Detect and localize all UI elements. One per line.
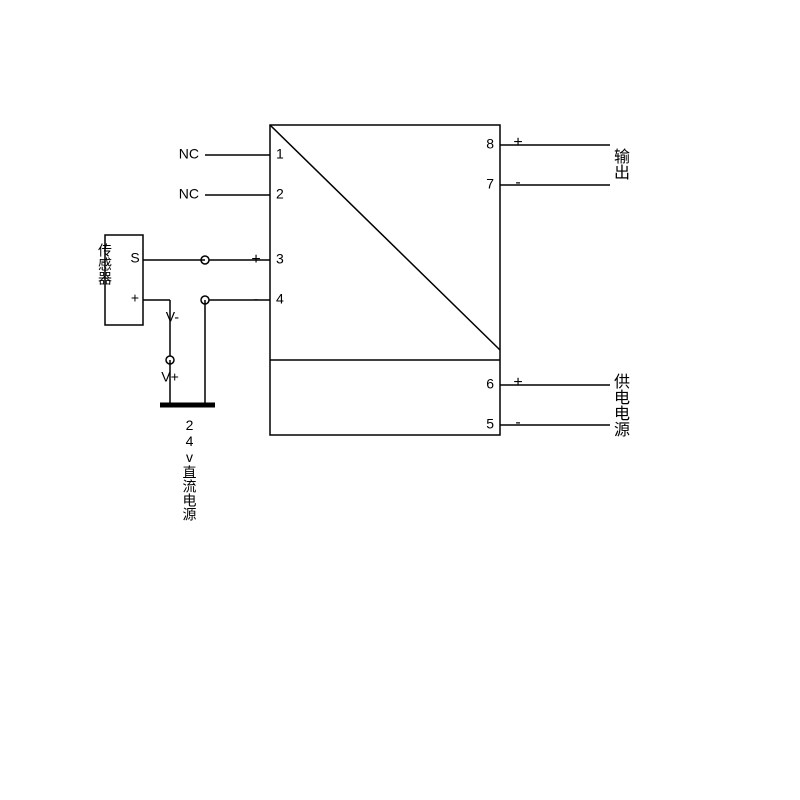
pin-number-1: 1 bbox=[276, 146, 284, 162]
pin-label-2: NC bbox=[179, 186, 199, 202]
sensor-label: 传感器 bbox=[97, 243, 113, 285]
dc-supply-label: 24v直流电源 bbox=[182, 417, 198, 521]
pin-number-5: 5 bbox=[486, 416, 494, 432]
right-label-1: 供电电源 bbox=[611, 373, 630, 438]
isolation-diagonal bbox=[270, 125, 500, 350]
pin-label-4: V- bbox=[166, 309, 180, 325]
pin-number-2: 2 bbox=[276, 186, 284, 202]
wiring-diagram: 1NC2NC3+4-V-8+7-6+5-输出供电电源传感器S+V+24v直流电源 bbox=[0, 0, 800, 800]
isolation-module-box bbox=[270, 125, 500, 435]
pin-number-7: 7 bbox=[486, 176, 494, 192]
right-label-0: 输出 bbox=[611, 148, 630, 180]
pin-number-6: 6 bbox=[486, 376, 494, 392]
pin-number-3: 3 bbox=[276, 251, 284, 267]
pin-sign-7: - bbox=[515, 174, 520, 191]
pin-number-4: 4 bbox=[276, 291, 284, 307]
pin-sign-6: + bbox=[513, 374, 522, 391]
sensor-term-plus: + bbox=[131, 290, 139, 306]
pin-number-8: 8 bbox=[486, 136, 494, 152]
pin-label-1: NC bbox=[179, 146, 199, 162]
sensor-term-s: S bbox=[130, 250, 139, 266]
pin-sign-5: - bbox=[515, 414, 520, 431]
pin-sign-8: + bbox=[513, 134, 522, 151]
